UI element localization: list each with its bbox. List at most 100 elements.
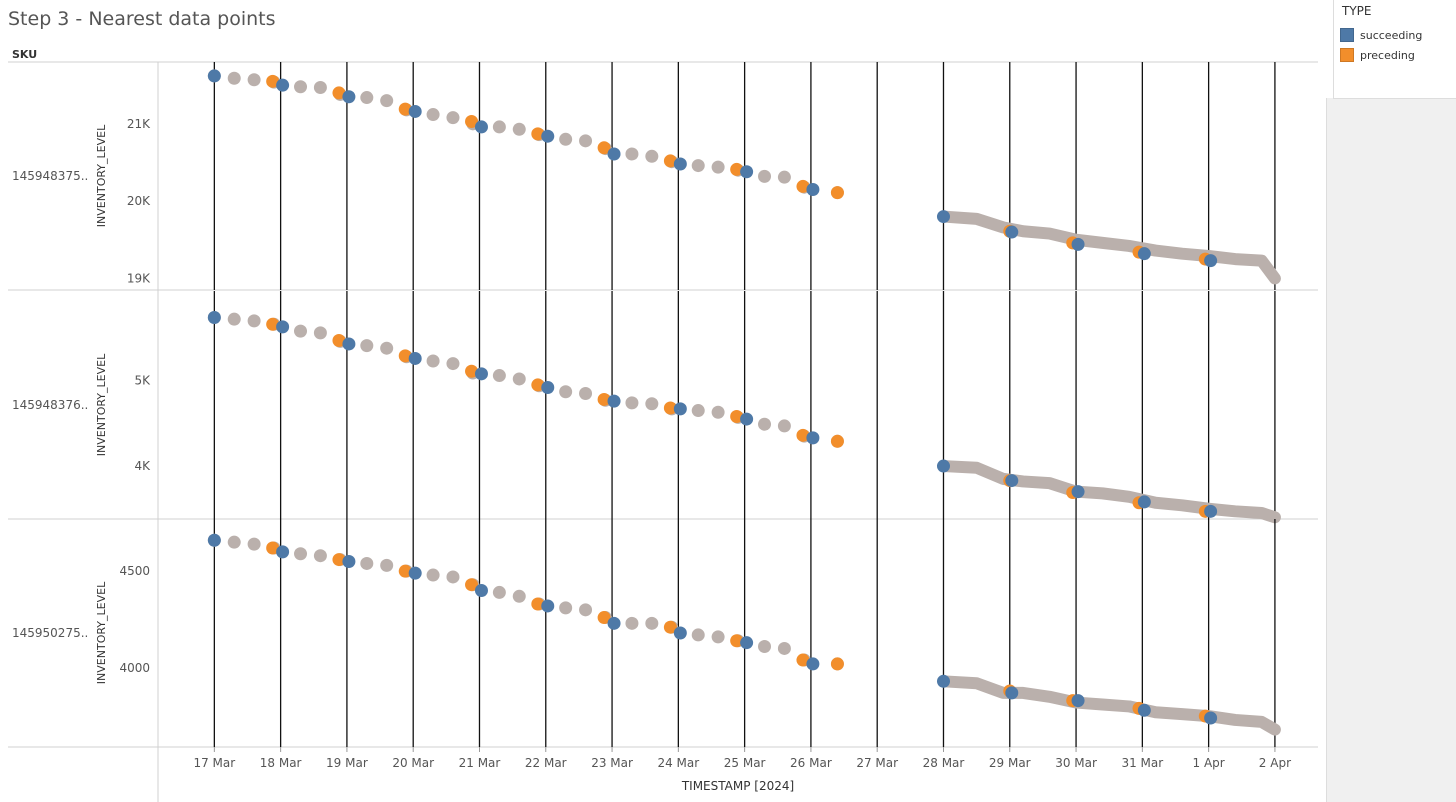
x-tick-label: 19 Mar (326, 756, 368, 770)
trend-dot (758, 640, 772, 654)
trend-dot (777, 419, 791, 433)
preceding-dot (398, 349, 412, 363)
y-axis-title: INVENTORY_LEVEL (95, 124, 108, 227)
trend-line (937, 210, 1281, 285)
trend-dot (247, 73, 261, 87)
x-tick-label: 27 Mar (856, 756, 898, 770)
succeeding-dot (541, 599, 555, 613)
succeeding-dot (1204, 254, 1218, 268)
succeeding-dot (342, 555, 356, 569)
trend-dot (579, 134, 593, 148)
x-tick-label: 23 Mar (591, 756, 633, 770)
succeeding-dot (1137, 247, 1151, 261)
legend-label-preceding: preceding (1360, 48, 1415, 62)
trend-dot (426, 568, 440, 582)
succeeding-dot (740, 165, 754, 179)
succeeding-dot (207, 533, 221, 547)
trend-dot (492, 120, 506, 134)
trend-dot (579, 386, 593, 400)
x-tick-label: 31 Mar (1121, 756, 1163, 770)
succeeding-dot (408, 351, 422, 365)
succeeding-dot (936, 459, 950, 473)
succeeding-dot (541, 129, 555, 143)
trend-dot (691, 159, 705, 173)
trend-dot (227, 71, 241, 85)
trend-dot (512, 589, 526, 603)
trend-dot (512, 122, 526, 136)
legend-label-succeeding: succeeding (1360, 28, 1423, 42)
trend-dot (691, 628, 705, 642)
legend-item-preceding[interactable]: preceding (1340, 48, 1415, 62)
succeeding-dot (474, 120, 488, 134)
preceding-dot (830, 434, 844, 448)
succeeding-dot (342, 90, 356, 104)
trend-dot (426, 354, 440, 368)
preceding-dot (730, 410, 744, 424)
trend-dot (758, 417, 772, 431)
x-tick-label: 2 Apr (1259, 756, 1291, 770)
x-tick-label: 30 Mar (1055, 756, 1097, 770)
preceding-dot (266, 541, 280, 555)
trend-dot (711, 405, 725, 419)
trend-dot (380, 94, 394, 108)
succeeding-dot (740, 412, 754, 426)
y-tick-label: 4K (134, 459, 151, 473)
right-panel (1326, 98, 1456, 802)
succeeding-dot (408, 104, 422, 118)
trend-dot (360, 556, 374, 570)
succeeding-dot (607, 394, 621, 408)
trend-dot (512, 372, 526, 386)
succeeding-dot (474, 367, 488, 381)
succeeding-dot (673, 626, 687, 640)
succeeding-dot (207, 69, 221, 83)
preceding-dot (332, 553, 346, 567)
y-tick-label: 5K (134, 374, 151, 388)
succeeding-dot (806, 657, 820, 671)
preceding-dot (597, 611, 611, 625)
legend-item-succeeding[interactable]: succeeding (1340, 28, 1422, 42)
succeeding-dot (1005, 474, 1019, 488)
succeeding-dot (673, 402, 687, 416)
trend-dot (227, 312, 241, 326)
succeeding-dot (276, 320, 290, 334)
succeeding-dot (607, 147, 621, 161)
succeeding-dot (1071, 237, 1085, 251)
trend-line (937, 460, 1281, 524)
trend-dot (247, 537, 261, 551)
trend-dot (227, 535, 241, 549)
succeeding-dot (1204, 711, 1218, 725)
y-tick-label: 4500 (119, 564, 150, 578)
trend-dot (645, 397, 659, 411)
preceding-dot (597, 141, 611, 155)
y-tick-label: 4000 (119, 661, 150, 675)
preceding-dot (531, 597, 545, 611)
preceding-dot (730, 162, 744, 176)
preceding-dot (796, 428, 810, 442)
succeeding-dot (1005, 225, 1019, 239)
succeeding-dot (673, 157, 687, 171)
trend-dot (645, 149, 659, 163)
trend-dot (559, 601, 573, 615)
preceding-dot (796, 653, 810, 667)
sku-label: 145950275.. (12, 626, 88, 640)
y-tick-label: 21K (127, 117, 151, 131)
trend-dot (380, 558, 394, 572)
trend-dot (777, 170, 791, 184)
trend-dot (559, 385, 573, 399)
sku-label: 145948376.. (12, 398, 88, 412)
panel-2: 145948376.. INVENTORY_LEVEL 4K 5K (8, 291, 1318, 524)
succeeding-dot (276, 78, 290, 92)
legend-swatch-succeeding (1340, 28, 1354, 42)
preceding-dot (730, 634, 744, 648)
succeeding-dot (806, 431, 820, 445)
trend-dot (360, 91, 374, 105)
trend-dot (492, 369, 506, 383)
succeeding-dot (936, 674, 950, 688)
succeeding-dot (541, 380, 555, 394)
sku-label: 145948375.. (12, 169, 88, 183)
y-tick-label: 20K (127, 194, 151, 208)
preceding-dot (398, 102, 412, 116)
y-axis-title: INVENTORY_LEVEL (95, 353, 108, 456)
succeeding-dot (1071, 694, 1085, 708)
succeeding-dot (806, 183, 820, 197)
